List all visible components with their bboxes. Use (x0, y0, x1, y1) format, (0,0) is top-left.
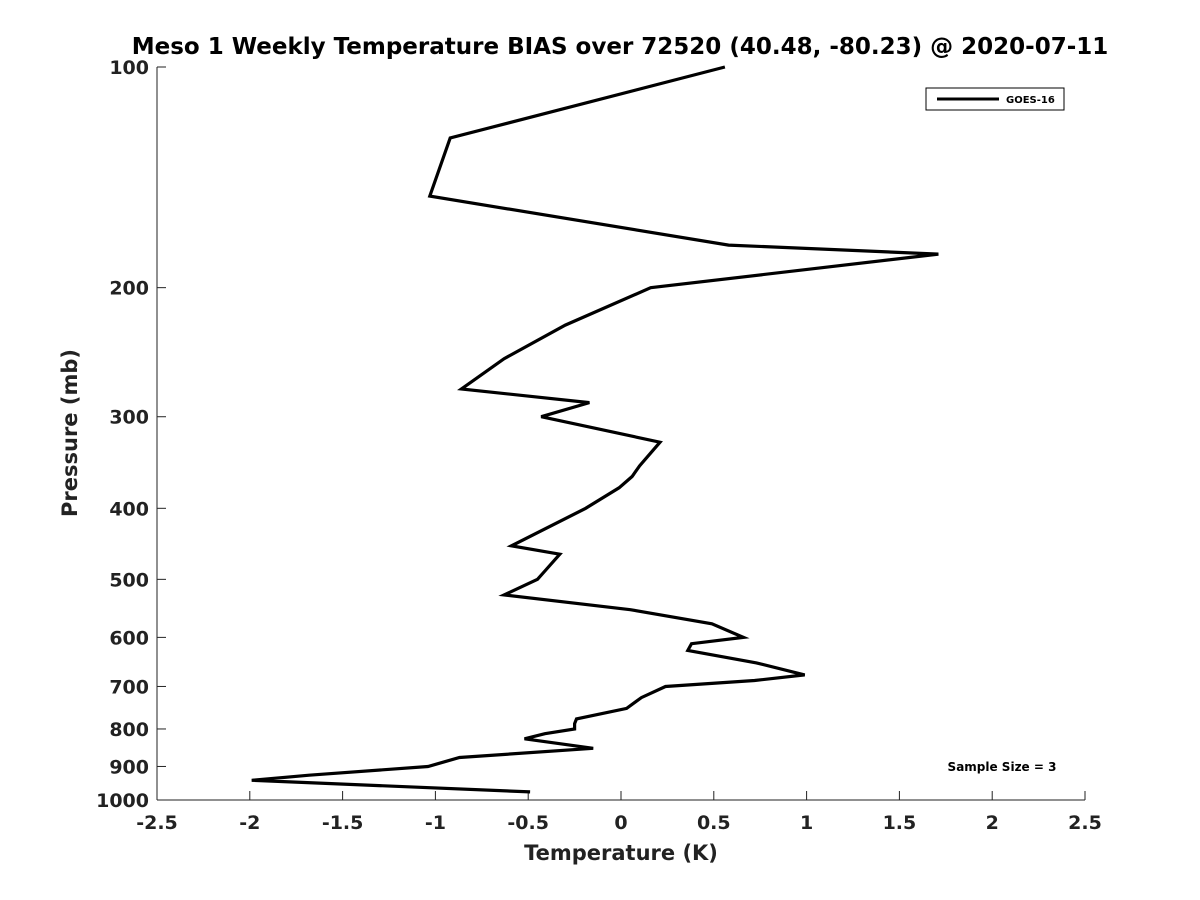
x-tick-label: -0.5 (507, 812, 549, 834)
legend-label-goes-16: GOES-16 (1006, 95, 1055, 106)
x-axis-ticks: -2.5 -2 -1.5 -1 -0.5 0 0.5 1 1.5 2 2.5 (136, 791, 1102, 834)
y-axis-ticks: 100 200 300 400 500 600 700 800 900 1000 (96, 57, 166, 812)
y-tick-label: 300 (109, 407, 149, 429)
y-tick-label: 600 (109, 627, 149, 649)
y-tick-label: 800 (109, 719, 149, 741)
chart-title: Meso 1 Weekly Temperature BIAS over 7252… (132, 34, 1109, 60)
series-line-goes-16 (251, 65, 939, 794)
x-tick-label: -1 (425, 812, 446, 834)
x-axis-label: Temperature (K) (524, 841, 718, 865)
sample-size-annotation: Sample Size = 3 (948, 760, 1057, 774)
y-tick-label: 700 (109, 676, 149, 698)
x-tick-label: 2.5 (1068, 812, 1102, 834)
y-tick-label: 200 (109, 278, 149, 300)
x-tick-label: 0 (614, 812, 627, 834)
y-tick-label: 100 (109, 57, 149, 79)
x-tick-label: -2.5 (136, 812, 178, 834)
plot-area: -2.5 -2 -1.5 -1 -0.5 0 0.5 1 1.5 2 2.5 100 200 300 40… (96, 57, 1102, 834)
y-tick-label: 400 (109, 498, 149, 520)
y-axis-label: Pressure (mb) (58, 349, 82, 517)
y-tick-label: 900 (109, 756, 149, 778)
x-tick-label: 0.5 (697, 812, 731, 834)
x-tick-label: 2 (986, 812, 999, 834)
x-tick-label: -2 (239, 812, 260, 834)
x-tick-label: 1.5 (883, 812, 917, 834)
y-tick-label: 1000 (96, 790, 149, 812)
legend: GOES-16 (925, 87, 1065, 111)
y-tick-label: 500 (109, 569, 149, 591)
x-tick-label: 1 (800, 812, 813, 834)
x-tick-label: -1.5 (322, 812, 364, 834)
